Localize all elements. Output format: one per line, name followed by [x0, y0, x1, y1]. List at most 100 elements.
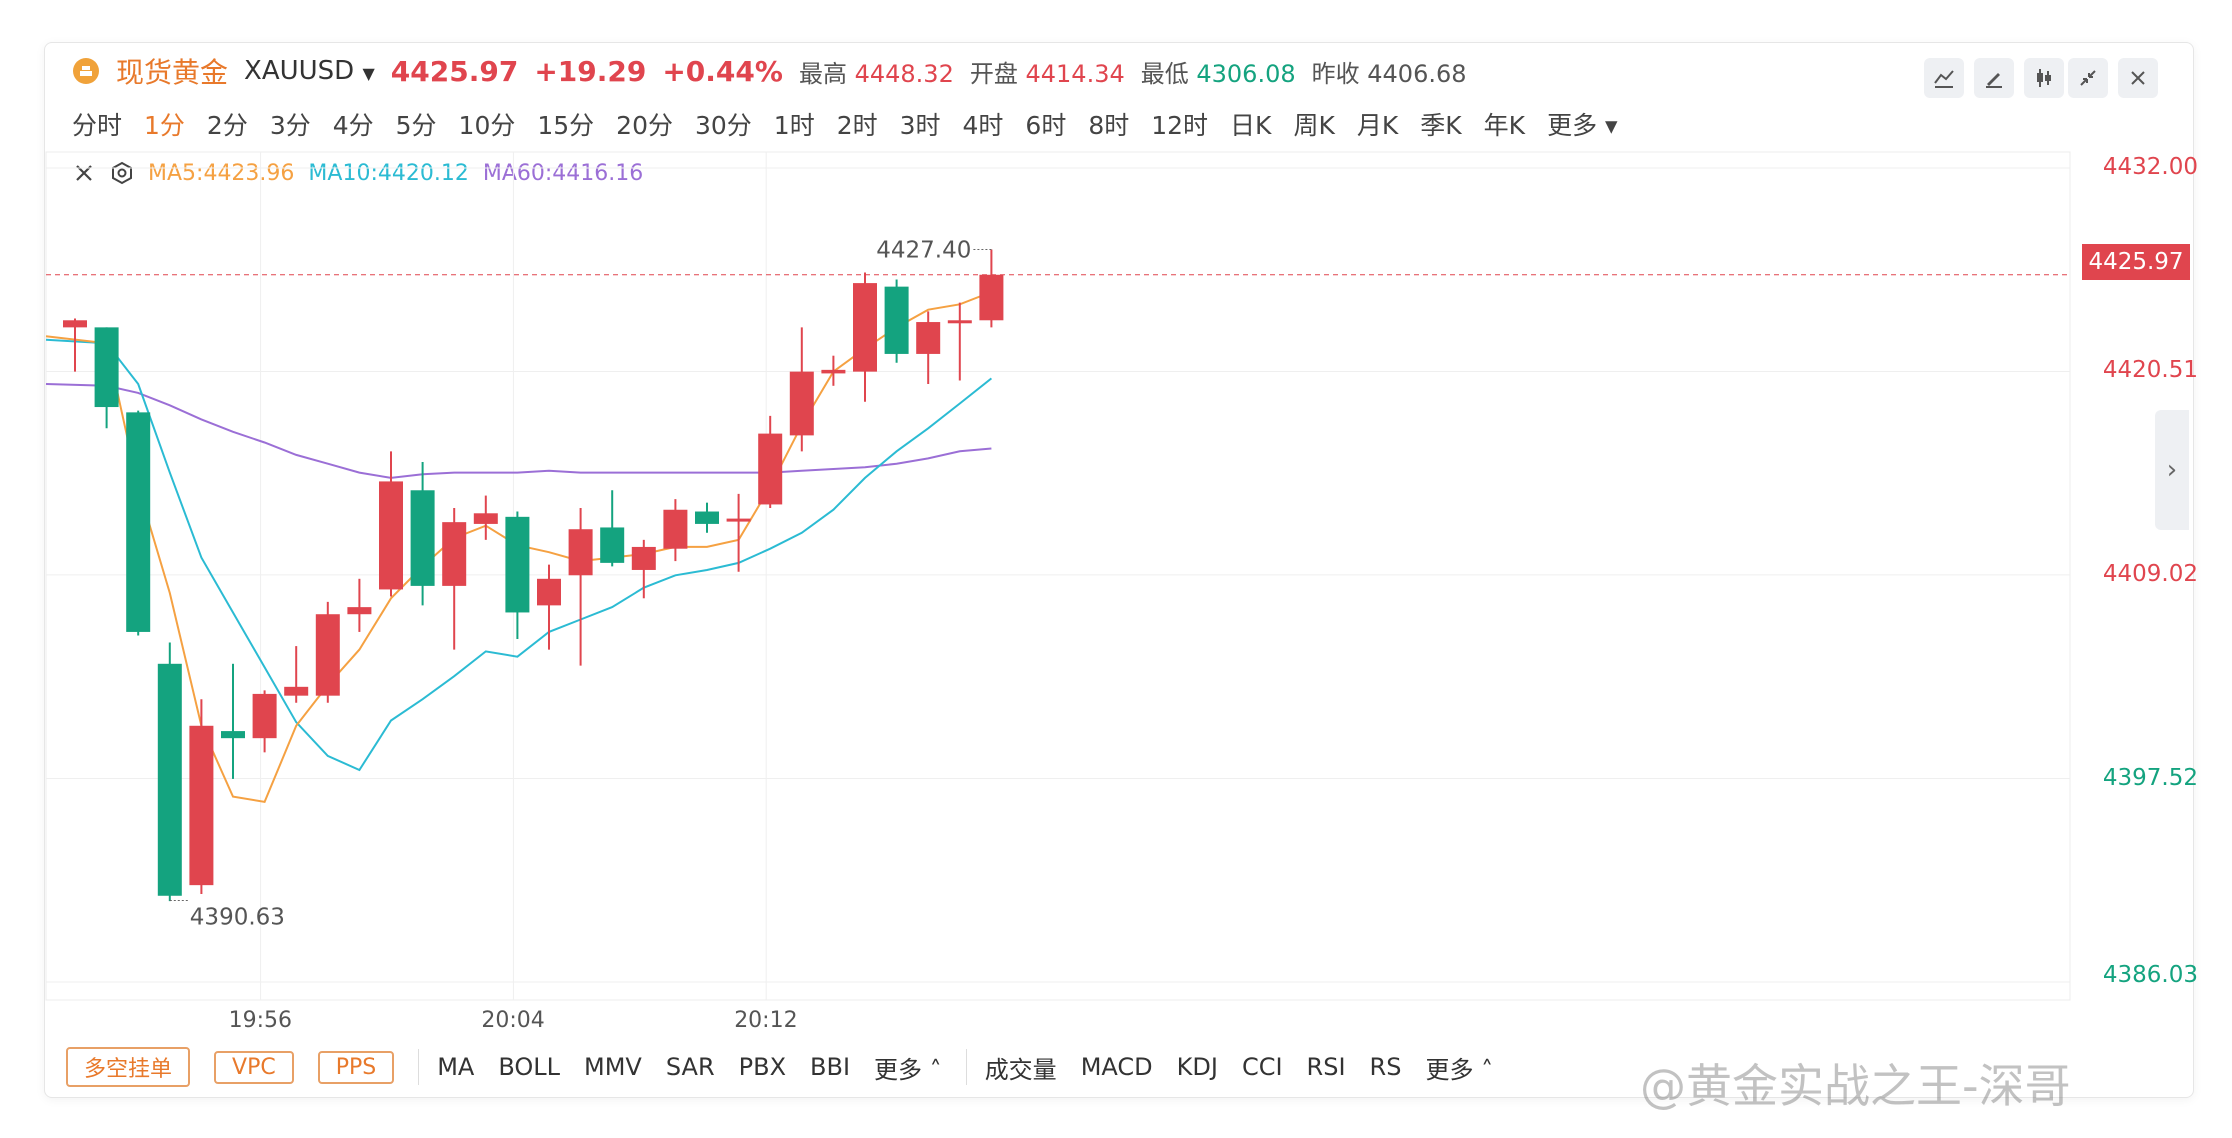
main-indicator-button[interactable]: 更多 ˄	[874, 1055, 942, 1084]
candle	[315, 601, 340, 703]
ma-legend: MA5:4423.96 MA10:4420.12 MA60:4416.16	[72, 156, 643, 190]
period-tab[interactable]: 15分	[537, 111, 595, 140]
period-tab[interactable]: 分时	[72, 111, 123, 140]
candle	[631, 539, 656, 599]
period-tab[interactable]: 季K	[1420, 111, 1462, 140]
candle-body	[979, 274, 1004, 321]
candle-body	[537, 578, 561, 606]
candle	[347, 578, 372, 632]
candle-body	[505, 516, 530, 613]
overlay-button[interactable]: 多空挂单	[66, 1047, 191, 1087]
y-tick-label: 4409.02	[2102, 560, 2198, 587]
x-tick-label: 20:04	[481, 1008, 545, 1033]
divider	[418, 1049, 420, 1085]
period-tab[interactable]: 3时	[899, 111, 941, 140]
overlay-button[interactable]: PPS	[317, 1050, 395, 1084]
main-indicator-button[interactable]: PBX	[738, 1053, 787, 1081]
low-value: 4306.08	[1196, 59, 1296, 88]
main-indicator-button[interactable]: BBI	[810, 1053, 851, 1081]
period-tab[interactable]: 10分	[458, 111, 516, 140]
candle	[979, 249, 1004, 328]
candle-body	[284, 686, 309, 696]
candlestick-icon[interactable]	[2024, 58, 2064, 98]
sub-indicator-button[interactable]: 更多 ˄	[1425, 1055, 1494, 1084]
draw-pen-icon[interactable]	[1974, 58, 2014, 98]
ma60-legend: MA60:4416.16	[482, 160, 644, 186]
instrument-symbol-dropdown[interactable]: XAUUSD ▼	[244, 56, 375, 86]
sub-indicator-button[interactable]: CCI	[1241, 1053, 1283, 1081]
candle-body	[821, 369, 846, 374]
main-indicator-button[interactable]: MMV	[584, 1053, 642, 1081]
high-stat: 最高 4448.32	[799, 54, 954, 89]
x-tick-label: 19:56	[228, 1008, 292, 1033]
candle	[916, 311, 941, 385]
divider	[965, 1049, 967, 1085]
candle-body	[631, 546, 656, 570]
period-tab[interactable]: 20分	[616, 111, 673, 140]
period-tab[interactable]: 月K	[1356, 111, 1399, 140]
period-tab[interactable]: 2分	[206, 111, 248, 140]
main-indicator-button[interactable]: SAR	[665, 1053, 715, 1081]
period-tab[interactable]: 30分	[694, 111, 752, 140]
candle	[663, 499, 688, 562]
period-tab[interactable]: 6时	[1025, 111, 1067, 140]
candle-body	[916, 322, 941, 354]
candle-body	[884, 286, 909, 354]
candle	[505, 511, 530, 640]
period-tab[interactable]: 4分	[332, 111, 374, 140]
period-tab[interactable]: 年K	[1483, 111, 1526, 140]
y-tick-label: 4397.52	[2102, 764, 2198, 791]
price-change-pct: +0.44%	[662, 54, 783, 88]
ma10-legend: MA10:4420.12	[308, 160, 469, 186]
collapse-arrows-icon[interactable]	[2068, 58, 2108, 98]
open-value: 4414.34	[1025, 59, 1125, 88]
period-tab[interactable]: 12时	[1151, 111, 1209, 140]
sub-indicator-button[interactable]: 成交量	[984, 1055, 1057, 1084]
window-controls	[2068, 58, 2158, 98]
instrument-name: 现货黄金	[116, 56, 229, 89]
low-stat: 最低 4306.08	[1141, 54, 1296, 89]
line-chart-icon[interactable]	[1924, 58, 1964, 98]
prev-close-stat: 昨收 4406.68	[1312, 54, 1467, 89]
candle-body	[379, 481, 403, 590]
sub-indicator-button[interactable]: RSI	[1306, 1053, 1346, 1081]
candle-body	[789, 371, 814, 436]
candle	[252, 690, 277, 753]
overlay-button[interactable]: VPC	[214, 1050, 294, 1084]
side-panel-toggle[interactable]: ›	[2155, 410, 2189, 530]
period-tab[interactable]: 更多 ▾	[1547, 111, 1618, 140]
candle	[758, 415, 783, 508]
candle-body	[442, 522, 467, 586]
period-tab[interactable]: 5分	[395, 111, 437, 140]
period-tab[interactable]: 8时	[1088, 111, 1130, 140]
y-tick-label: 4432.00	[2102, 154, 2198, 180]
chart-toolbar	[1924, 58, 2064, 98]
main-indicator-button[interactable]: MA	[437, 1053, 475, 1081]
candle	[568, 507, 593, 666]
sub-indicator-button[interactable]: MACD	[1080, 1053, 1153, 1081]
candle-body	[695, 511, 719, 524]
close-icon[interactable]	[2118, 58, 2158, 98]
candle-body	[126, 412, 151, 632]
period-tab[interactable]: 日K	[1230, 111, 1272, 140]
x-tick-label: 20:12	[734, 1008, 798, 1033]
watermark-text: @黄金实战之王-深哥	[1640, 1059, 2071, 1113]
period-tab[interactable]: 1时	[773, 111, 815, 140]
candle	[63, 318, 87, 372]
indicator-bar: 多空挂单 VPC PPS MA BOLL MMV SAR PBX BBI 更多 ˄ 成交量 MACD K…	[66, 1046, 1517, 1088]
candle-body	[473, 513, 498, 524]
candle	[821, 355, 846, 386]
period-tab[interactable]: 1分	[144, 111, 185, 140]
candle-body	[726, 518, 751, 522]
sub-indicator-button[interactable]: RS	[1369, 1053, 1402, 1081]
sub-indicator-button[interactable]: KDJ	[1176, 1053, 1218, 1081]
period-tab[interactable]: 2时	[836, 111, 878, 140]
period-tab[interactable]: 3分	[269, 111, 311, 140]
period-tab[interactable]: 周K	[1293, 111, 1335, 140]
candle-body	[94, 327, 119, 408]
candle	[473, 495, 498, 540]
candle	[410, 461, 435, 606]
main-indicator-button[interactable]: BOLL	[498, 1053, 561, 1081]
period-tab[interactable]: 4时	[962, 111, 1004, 140]
